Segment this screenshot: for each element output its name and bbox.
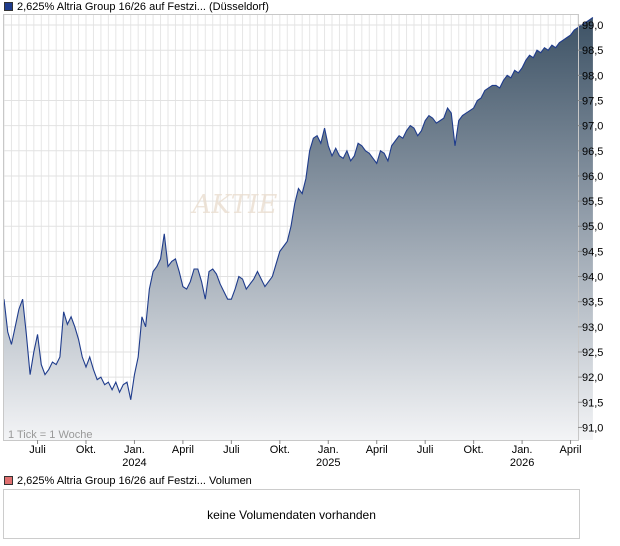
x-tick-label: Jan. bbox=[124, 444, 145, 456]
x-tick-label: Juli bbox=[417, 444, 434, 456]
tick-note: 1 Tick = 1 Woche bbox=[8, 429, 92, 441]
x-tick-label: Okt. bbox=[76, 444, 96, 456]
y-tick-label: 92,0 bbox=[582, 372, 603, 384]
watermark-text: AKTIE bbox=[191, 190, 278, 220]
y-tick-label: 91,0 bbox=[582, 422, 603, 434]
legend-volume: 2,625% Altria Group 16/26 auf Festzi... … bbox=[4, 475, 252, 487]
price-chart: AKTIE 91,0 91,5 92,0 92,5 93,0 93,5 94,0 94,5 95… bbox=[3, 14, 603, 469]
price-area-fill bbox=[4, 17, 593, 440]
y-tick-label: 98,5 bbox=[582, 45, 603, 57]
x-tick-label: Juli bbox=[29, 444, 46, 456]
legend-price: 2,625% Altria Group 16/26 auf Festzi... … bbox=[4, 1, 269, 13]
volume-panel: keine Volumendaten vorhanden bbox=[3, 489, 580, 539]
x-tick-label: Juli bbox=[223, 444, 240, 456]
y-axis: 91,0 91,5 92,0 92,5 93,0 93,5 94,0 94,5 95,0 95,5… bbox=[578, 20, 603, 434]
plot-frame bbox=[3, 14, 579, 441]
y-tick-label: 94,0 bbox=[582, 272, 603, 284]
x-tick-label: April bbox=[560, 444, 582, 456]
y-tick-label: 93,5 bbox=[582, 297, 603, 309]
y-tick-label: 98,0 bbox=[582, 70, 603, 82]
volume-empty-message: keine Volumendaten vorhanden bbox=[207, 508, 376, 522]
x-tick-label: Jan. bbox=[512, 444, 533, 456]
y-tick-label: 91,5 bbox=[582, 397, 603, 409]
x-year-label: 2025 bbox=[316, 457, 340, 469]
x-tick-label: Okt. bbox=[464, 444, 484, 456]
y-tick-label: 96,0 bbox=[582, 171, 603, 183]
y-tick-label: 97,5 bbox=[582, 96, 603, 108]
price-line bbox=[3, 17, 594, 400]
x-tick-label: Okt. bbox=[270, 444, 290, 456]
volume-series-swatch bbox=[4, 475, 13, 485]
legend-volume-label: 2,625% Altria Group 16/26 auf Festzi... … bbox=[17, 475, 252, 487]
y-tick-label: 97,0 bbox=[582, 121, 603, 133]
x-tick-label: April bbox=[172, 444, 194, 456]
y-tick-label: 93,0 bbox=[582, 322, 603, 334]
x-tick-label: April bbox=[366, 444, 388, 456]
legend-price-label: 2,625% Altria Group 16/26 auf Festzi... … bbox=[17, 1, 269, 13]
y-tick-label: 95,0 bbox=[582, 221, 603, 233]
y-tick-label: 94,5 bbox=[582, 246, 603, 258]
y-tick-label: 92,5 bbox=[582, 347, 603, 359]
y-tick-label: 95,5 bbox=[582, 196, 603, 208]
price-area bbox=[3, 17, 594, 440]
x-year-label: 2024 bbox=[122, 457, 146, 469]
y-tick-label: 96,5 bbox=[582, 146, 603, 158]
x-year-label: 2026 bbox=[510, 457, 534, 469]
y-tick-label: 99,0 bbox=[582, 20, 603, 32]
price-series-swatch bbox=[4, 1, 13, 11]
x-tick-label: Jan. bbox=[318, 444, 339, 456]
